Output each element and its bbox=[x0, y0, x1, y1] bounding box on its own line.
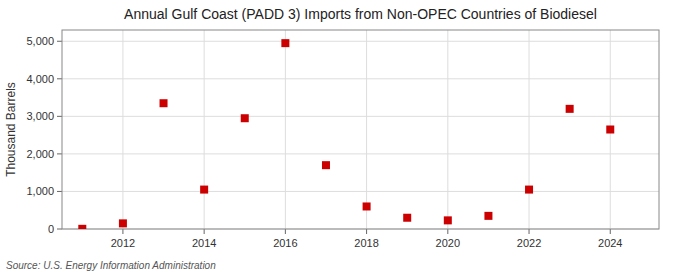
y-tick-label: 2,000 bbox=[26, 148, 54, 160]
point bbox=[281, 39, 289, 47]
point bbox=[322, 161, 330, 169]
y-grid-line bbox=[62, 153, 659, 154]
point bbox=[200, 186, 208, 194]
point bbox=[78, 225, 86, 229]
y-tick-label: 3,000 bbox=[26, 110, 54, 122]
x-grid-line bbox=[122, 30, 123, 229]
y-tick-label: 0 bbox=[48, 223, 54, 235]
y-tick-label: 1,000 bbox=[26, 185, 54, 197]
point bbox=[119, 219, 127, 227]
y-tick bbox=[57, 116, 62, 117]
x-tick bbox=[366, 229, 367, 234]
x-tick-label: 2020 bbox=[436, 237, 460, 249]
point bbox=[403, 214, 411, 222]
y-tick-label: 5,000 bbox=[26, 35, 54, 47]
y-tick bbox=[57, 153, 62, 154]
grid bbox=[62, 30, 659, 229]
y-tick-label: 4,000 bbox=[26, 73, 54, 85]
point bbox=[484, 212, 492, 220]
y-grid-line bbox=[62, 191, 659, 192]
x-grid-line bbox=[204, 30, 205, 229]
point bbox=[444, 216, 452, 224]
y-tick bbox=[57, 41, 62, 42]
points bbox=[78, 39, 614, 229]
title: Annual Gulf Coast (PADD 3) Imports from … bbox=[124, 6, 597, 22]
y-axis-label: Thousand Barrels bbox=[4, 82, 18, 177]
axes: 0 1,000 2,000 3,000 4,000 5,000 2012 2014 2016 20… bbox=[26, 30, 659, 249]
plot-frame bbox=[62, 30, 659, 229]
x-tick-label: 2012 bbox=[111, 237, 135, 249]
x-grid-line bbox=[285, 30, 286, 229]
x-grid-line bbox=[447, 30, 448, 229]
chart: 0 1,000 2,000 3,000 4,000 5,000 2012 2014 2016 20… bbox=[0, 0, 675, 275]
y-tick bbox=[57, 191, 62, 192]
x-tick-label: 2014 bbox=[192, 237, 216, 249]
y-grid-line bbox=[62, 116, 659, 117]
point bbox=[241, 114, 249, 122]
point bbox=[160, 99, 168, 107]
x-tick bbox=[285, 229, 286, 234]
x-tick bbox=[204, 229, 205, 234]
x-tick-label: 2022 bbox=[517, 237, 541, 249]
x-tick-label: 2024 bbox=[598, 237, 622, 249]
x-tick bbox=[447, 229, 448, 234]
x-tick bbox=[610, 229, 611, 234]
x-grid-line bbox=[529, 30, 530, 229]
source-note: Source: U.S. Energy Information Administ… bbox=[6, 260, 216, 271]
point bbox=[606, 126, 614, 134]
y-tick bbox=[57, 229, 62, 230]
y-tick bbox=[57, 78, 62, 79]
x-tick bbox=[122, 229, 123, 234]
y-grid-line bbox=[62, 41, 659, 42]
point bbox=[566, 105, 574, 113]
x-tick bbox=[529, 229, 530, 234]
x-tick-label: 2018 bbox=[354, 237, 378, 249]
point bbox=[363, 202, 371, 210]
y-grid-line bbox=[62, 78, 659, 79]
x-tick-label: 2016 bbox=[273, 237, 297, 249]
point bbox=[525, 186, 533, 194]
x-grid-line bbox=[366, 30, 367, 229]
